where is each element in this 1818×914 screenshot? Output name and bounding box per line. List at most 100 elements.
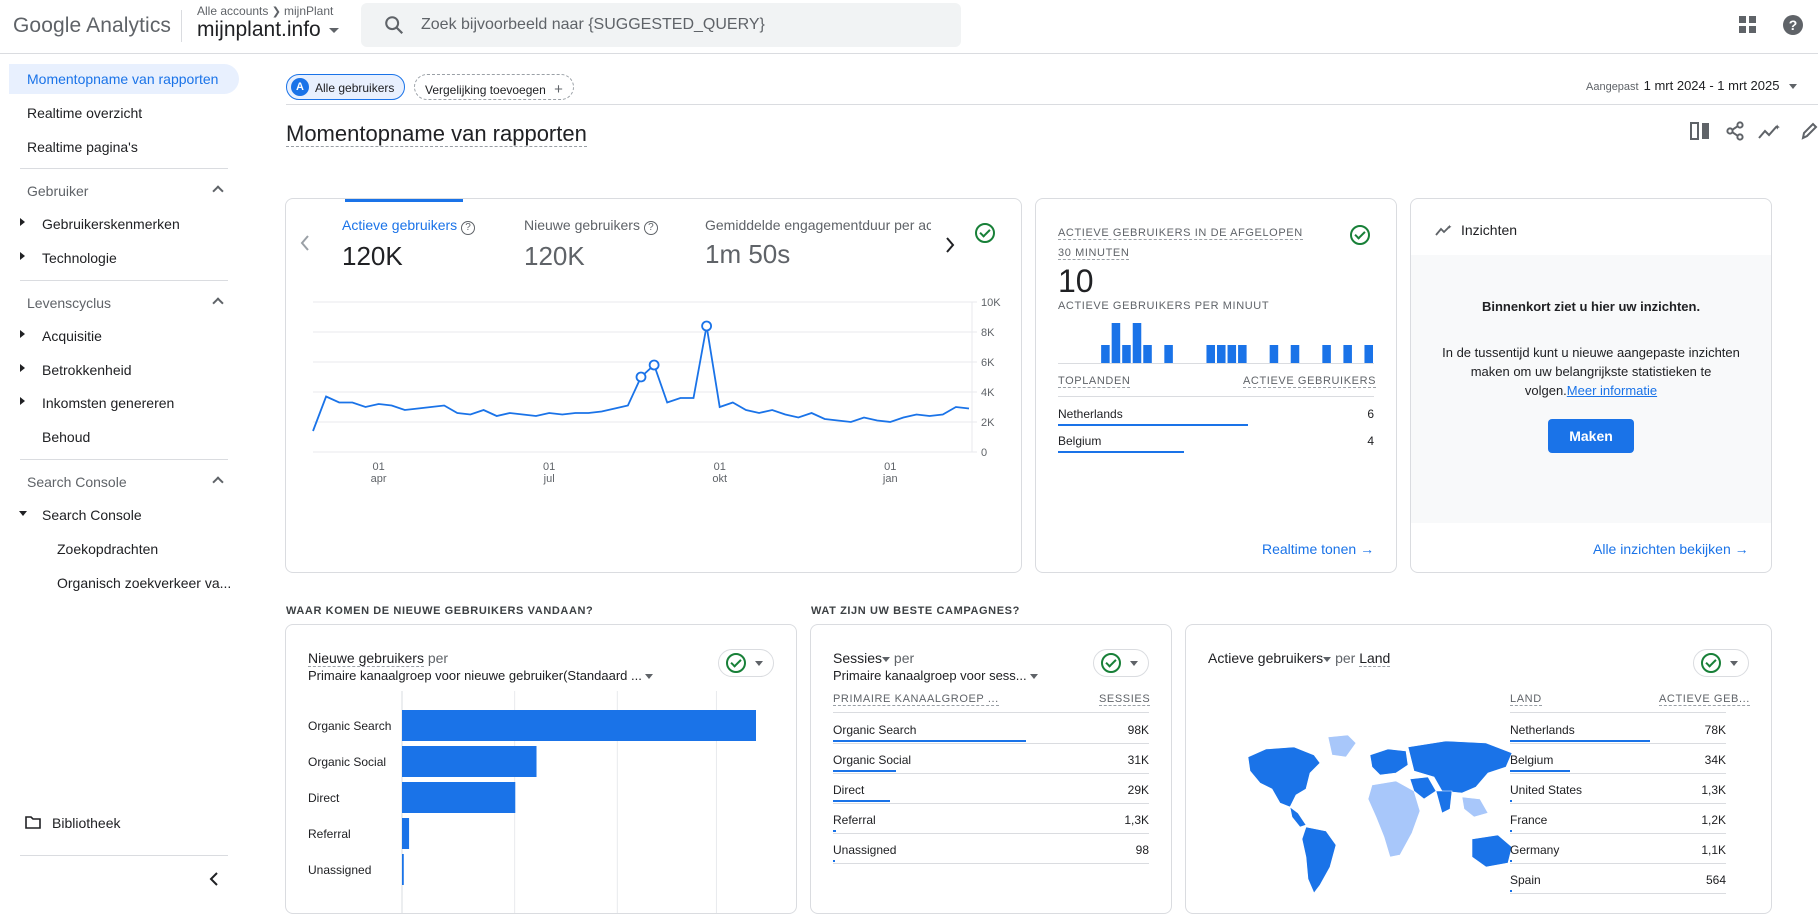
help-outline-icon[interactable]: ? — [643, 221, 658, 235]
collapse-arrow-icon[interactable] — [19, 511, 27, 516]
breadcrumb-all-accounts[interactable]: Alle accounts — [197, 4, 269, 18]
divider — [20, 459, 228, 460]
country-name: Netherlands — [1058, 407, 1123, 421]
dimension-selector[interactable]: Land — [1359, 650, 1391, 667]
svg-text:?: ? — [1789, 17, 1798, 33]
data-point-marker — [635, 371, 647, 383]
share-bar — [1510, 800, 1513, 802]
metric-tab-active-users[interactable]: Actieve gebruikers ? 120K — [342, 217, 502, 272]
property-selector[interactable]: mijnplant.info — [197, 18, 339, 42]
sidebar-item-technology[interactable]: Technologie — [42, 250, 117, 266]
collapse-icon[interactable] — [212, 297, 224, 309]
country-name: Belgium — [1058, 434, 1102, 448]
country-name: Germany — [1510, 843, 1560, 857]
sidebar-item-library[interactable]: Bibliotheek — [52, 815, 121, 831]
metric-selector[interactable]: Nieuwe gebruikers — [308, 650, 424, 667]
divider — [833, 712, 1149, 713]
insights-icon[interactable]: ✦ — [1758, 122, 1781, 145]
share-bar — [1510, 860, 1513, 862]
segment-chip-all-users[interactable]: A Alle gebruikers — [286, 74, 406, 100]
map-north-america — [1247, 746, 1321, 808]
card-options-pill[interactable] — [1693, 649, 1749, 677]
caret-down-icon — [1030, 674, 1039, 680]
search-bar[interactable]: Zoek bijvoorbeeld naar {SUGGESTED_QUERY} — [361, 3, 961, 47]
metric-selector[interactable]: Sessies — [833, 650, 883, 666]
help-icon[interactable]: ? — [1782, 14, 1804, 41]
realtime-link[interactable]: Realtime tonen → — [1262, 541, 1375, 557]
share-icon[interactable] — [1725, 121, 1745, 146]
bar — [402, 818, 410, 849]
metric-tab-new-users[interactable]: Nieuwe gebruikers ? 120K — [524, 217, 684, 272]
sidebar-item-search-console[interactable]: Search Console — [42, 507, 142, 523]
sidebar-item-retention[interactable]: Behoud — [42, 429, 91, 445]
help-outline-icon[interactable]: ? — [461, 221, 476, 235]
chevron-right-icon[interactable] — [945, 237, 955, 258]
customize-layout-icon[interactable] — [1690, 122, 1710, 145]
sessions-value: 98K — [1127, 723, 1149, 737]
metric-label: Gemiddelde engagementduur per ac — [705, 217, 931, 233]
add-comparison-button[interactable]: Vergelijking toevoegen + — [414, 74, 574, 100]
minute-bar — [1217, 345, 1226, 363]
data-point-marker — [701, 320, 713, 332]
minute-bar — [1143, 345, 1152, 363]
dimension-selector[interactable]: Primaire kanaalgroep voor nieuwe gebruik… — [308, 668, 654, 683]
divider — [1058, 363, 1374, 364]
check-circle-icon — [1101, 653, 1121, 673]
row-divider — [1510, 833, 1726, 834]
date-range-picker[interactable]: Aangepast 1 mrt 2024 - 1 mrt 2025 — [1586, 78, 1797, 93]
check-circle-icon[interactable] — [1350, 225, 1370, 245]
sidebar-item-queries[interactable]: Zoekopdrachten — [57, 541, 159, 557]
overview-card: Actieve gebruikers ? 120K Nieuwe gebruik… — [285, 198, 1022, 573]
channel-name: Organic Search — [833, 723, 917, 737]
check-circle-icon — [1701, 653, 1721, 673]
map-africa — [1367, 780, 1421, 858]
share-bar — [1510, 770, 1571, 772]
section-lifecycle-header[interactable]: Levenscyclus — [27, 295, 112, 311]
apps-grid-icon[interactable] — [1738, 15, 1758, 40]
sidebar-item-engagement[interactable]: Betrokkenheid — [42, 362, 132, 378]
edit-pencil-icon[interactable] — [1800, 121, 1818, 146]
expand-arrow-icon[interactable] — [20, 252, 25, 260]
sidebar-item-realtime-pages[interactable]: Realtime pagina's — [27, 139, 138, 155]
metric-tab-engagement[interactable]: Gemiddelde engagementduur per ac 1m 50s — [705, 217, 931, 270]
channel-name: Referral — [833, 813, 876, 827]
toolbar-divider — [286, 104, 1818, 105]
collapse-icon[interactable] — [212, 476, 224, 488]
collapse-sidebar-icon[interactable] — [208, 872, 220, 891]
divider — [1058, 396, 1374, 397]
all-insights-link[interactable]: Alle inzichten bekijken → — [1593, 541, 1749, 557]
dimension-selector[interactable]: Primaire kanaalgroep voor sess... — [833, 668, 1039, 683]
country-value: 4 — [1367, 434, 1374, 448]
sidebar-item-report-snapshot[interactable]: Momentopname van rapporten — [9, 64, 239, 94]
breadcrumb-account[interactable]: mijnPlant — [284, 4, 334, 18]
sidebar-item-realtime-overview[interactable]: Realtime overzicht — [27, 105, 143, 121]
sidebar-item-monetization[interactable]: Inkomsten genereren — [42, 395, 175, 411]
row-divider — [1510, 893, 1726, 894]
learn-more-link[interactable]: Meer informatie — [1566, 383, 1658, 398]
caret-down-icon — [882, 656, 891, 662]
sidebar-item-user-attributes[interactable]: Gebruikerskenmerken — [42, 216, 180, 232]
expand-arrow-icon[interactable] — [20, 364, 25, 372]
card-options-pill[interactable] — [718, 649, 774, 677]
expand-arrow-icon[interactable] — [20, 330, 25, 338]
expand-arrow-icon[interactable] — [20, 218, 25, 226]
country-name: Belgium — [1510, 753, 1554, 767]
check-circle-icon[interactable] — [975, 223, 995, 243]
card-options-pill[interactable] — [1093, 649, 1149, 677]
sessions-value: 29K — [1127, 783, 1149, 797]
col-header-users: ACTIEVE GEBRUIKERS — [1243, 375, 1377, 388]
metric-selector[interactable]: Actieve gebruikers — [1208, 650, 1324, 666]
section-search-console-header[interactable]: Search Console — [27, 474, 127, 490]
section-user-header[interactable]: Gebruiker — [27, 183, 89, 199]
account-breadcrumb[interactable]: Alle accounts ❯ mijnPlant — [197, 4, 333, 18]
expand-arrow-icon[interactable] — [20, 397, 25, 405]
sidebar-item-acquisition[interactable]: Acquisitie — [42, 328, 102, 344]
chevron-left-icon[interactable] — [300, 235, 310, 256]
sidebar-item-organic-search-traffic[interactable]: Organisch zoekverkeer va... — [57, 575, 232, 591]
create-insight-button[interactable]: Maken — [1548, 419, 1634, 453]
ga-logo[interactable]: Google Analytics — [13, 14, 172, 37]
country-value: 1,3K — [1701, 783, 1726, 797]
country-name: France — [1510, 813, 1548, 827]
map-central-america — [1289, 806, 1307, 828]
collapse-icon[interactable] — [212, 185, 224, 197]
